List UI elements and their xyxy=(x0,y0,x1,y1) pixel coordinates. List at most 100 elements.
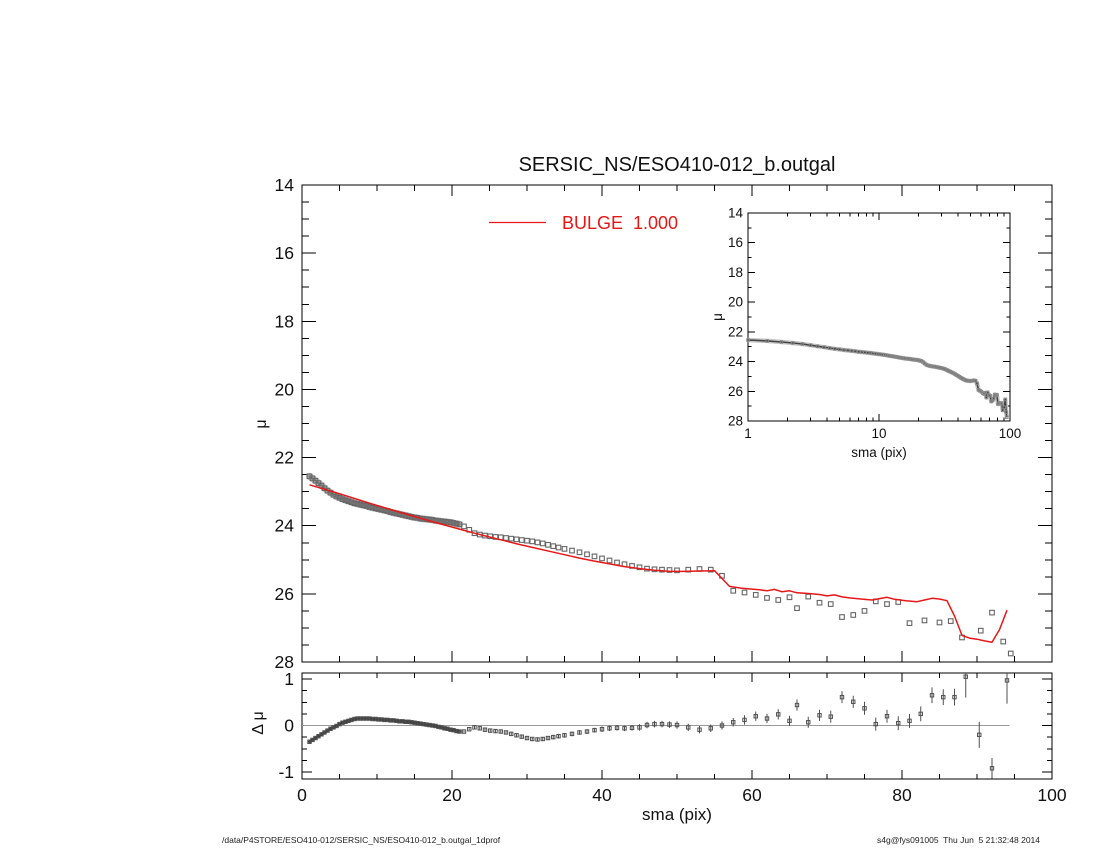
inset-profile-point xyxy=(833,347,837,351)
residual-y-tick-label: 0 xyxy=(284,716,294,736)
residual-point xyxy=(817,713,822,718)
residual-point xyxy=(839,694,845,700)
residual-point xyxy=(514,733,519,738)
residual-y-tick-label: 1 xyxy=(284,669,294,689)
x-tick-label: 80 xyxy=(892,785,912,805)
residual-y-tick-label: -1 xyxy=(278,762,294,782)
inset-profile-point xyxy=(846,348,850,353)
x-tick-label: 40 xyxy=(592,785,612,805)
profile-point xyxy=(444,519,451,525)
profile-point xyxy=(513,536,520,543)
residual-point xyxy=(472,725,477,730)
profile-point xyxy=(453,520,460,527)
residual-point xyxy=(577,730,582,735)
residual-point xyxy=(862,706,867,711)
residual-point xyxy=(907,718,912,724)
profile-point xyxy=(707,566,714,573)
main-y-tick-label: 28 xyxy=(275,652,294,672)
residual-point xyxy=(607,726,612,731)
profile-point xyxy=(884,601,890,607)
profile-point xyxy=(336,494,343,501)
main-y-tick-label: 24 xyxy=(275,516,295,536)
residual-point xyxy=(1004,678,1010,683)
profile-point xyxy=(741,589,748,596)
inset-x-tick-label: 1 xyxy=(744,426,752,441)
residual-point xyxy=(629,725,635,731)
residual-point xyxy=(637,725,642,730)
residual-point xyxy=(488,728,493,733)
footer-left-text: /data/P4STORE/ESO410-012/SERSIC_NS/ESO41… xyxy=(222,835,501,845)
inset-profile-series xyxy=(746,338,1009,420)
profile-point xyxy=(492,534,499,540)
inset-profile-point xyxy=(791,341,795,345)
inset-profile-point xyxy=(1002,405,1007,410)
inset-profile-point xyxy=(975,381,979,386)
inset-profile-point xyxy=(991,396,996,401)
profile-point xyxy=(591,553,598,560)
inset-profile-point xyxy=(888,354,893,358)
residual-point xyxy=(929,693,935,698)
profile-point xyxy=(636,564,643,571)
inset-profile-point xyxy=(984,395,989,400)
profile-point xyxy=(839,614,845,620)
profile-point xyxy=(518,537,525,543)
residual-point xyxy=(941,694,946,700)
residual-point xyxy=(828,714,833,719)
inset-profile-point xyxy=(815,344,820,349)
profile-point xyxy=(363,503,370,509)
inset-profile-point xyxy=(765,339,769,343)
profile-series xyxy=(306,473,1014,657)
residual-point xyxy=(519,734,524,739)
residual-point xyxy=(787,718,792,724)
residual-point xyxy=(614,725,620,731)
inset-panel-box xyxy=(747,212,1011,422)
residual-point xyxy=(467,727,472,732)
profile-point xyxy=(1000,638,1007,645)
inset-profile-point xyxy=(1005,415,1009,420)
profile-point xyxy=(850,612,857,618)
x-tick-label: 0 xyxy=(297,785,307,805)
residual-point xyxy=(851,699,856,704)
inset-x-tick-label: 10 xyxy=(871,426,886,441)
profile-point xyxy=(947,618,954,624)
inset-profile-point xyxy=(1003,397,1008,402)
model-line xyxy=(309,484,1008,643)
residual-point xyxy=(622,726,627,731)
inset-profile-point xyxy=(746,338,750,342)
residual-point xyxy=(540,736,545,742)
residual-point xyxy=(644,722,650,728)
inset-profile-point xyxy=(882,353,887,357)
inset-profile-point xyxy=(890,354,894,358)
residual-y-axis-label: Δ μ xyxy=(250,711,267,734)
residual-point xyxy=(569,731,575,737)
profile-point xyxy=(775,597,782,603)
profile-dense-band xyxy=(306,472,463,528)
profile-point xyxy=(529,538,536,545)
profile-point xyxy=(584,551,590,558)
profile-point xyxy=(816,599,823,606)
main-y-tick-label: 26 xyxy=(275,584,294,604)
profile-point xyxy=(989,609,995,616)
inset-y-tick-label: 14 xyxy=(728,206,744,221)
inset-profile-point xyxy=(800,342,805,346)
profile-point xyxy=(369,504,376,511)
residual-point xyxy=(764,716,770,721)
profile-point xyxy=(764,595,770,601)
residual-point xyxy=(884,714,890,719)
profile-point xyxy=(794,605,800,612)
inset-profile-point xyxy=(856,350,861,354)
residual-point xyxy=(551,734,556,740)
inset-profile-point xyxy=(827,346,832,350)
inset-y-tick-label: 22 xyxy=(728,324,743,339)
profile-point xyxy=(348,499,355,506)
main-panel-box xyxy=(301,184,1053,663)
residual-point xyxy=(503,730,509,735)
inset-x-tick-label: 100 xyxy=(999,426,1022,441)
inset-profile-point xyxy=(837,347,842,352)
profile-point xyxy=(441,518,448,525)
profile-point xyxy=(550,543,557,550)
main-y-tick-label: 20 xyxy=(275,379,295,399)
inset-band xyxy=(747,337,1010,418)
